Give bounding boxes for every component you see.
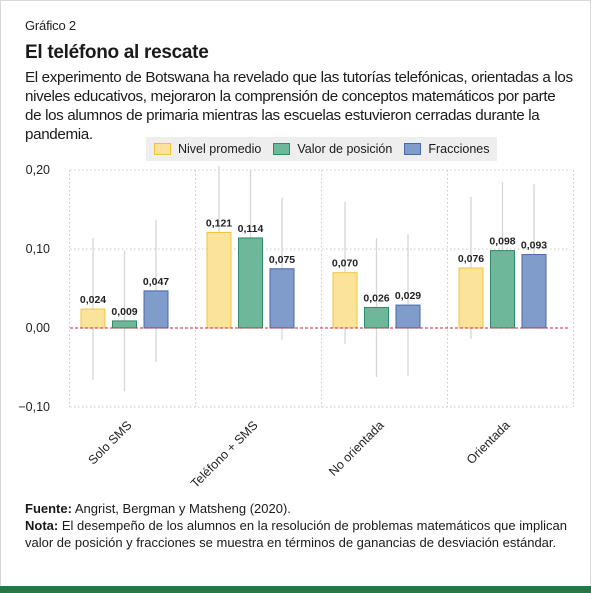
note-label: Nota: — [25, 518, 59, 533]
legend-item-valor-de-posicion: Valor de posición — [273, 142, 392, 156]
data-label: 0,114 — [238, 223, 264, 235]
data-label: 0,029 — [395, 290, 421, 302]
data-label: 0,047 — [143, 276, 169, 288]
y-tick-label: 0,00 — [26, 321, 50, 335]
chart-subtitle: El experimento de Botswana ha revelado q… — [25, 69, 573, 143]
legend: Nivel promedio Valor de posición Fraccio… — [146, 137, 498, 161]
data-label: 0,026 — [363, 292, 389, 304]
bar — [206, 231, 232, 329]
data-label: 0,009 — [111, 306, 137, 318]
legend-item-fracciones: Fracciones — [404, 142, 489, 156]
bar — [332, 272, 358, 329]
data-label: 0,098 — [489, 236, 515, 248]
figure-label: Gráfico 2 — [25, 18, 76, 33]
source-text: Angrist, Bergman y Matsheng (2020). — [71, 501, 291, 516]
legend-swatch-fracciones — [404, 143, 422, 155]
y-tick-label: −0,10 — [18, 400, 50, 414]
y-tick-label: 0,20 — [26, 163, 50, 177]
legend-label-valor-de-posicion: Valor de posición — [297, 142, 393, 156]
bar — [521, 254, 547, 329]
legend-swatch-valor-de-posicion — [273, 143, 291, 155]
note-text: El desempeño de los alumnos en la resolu… — [25, 518, 567, 550]
bar — [395, 304, 421, 329]
legend-label-nivel-promedio: Nivel promedio — [178, 142, 262, 156]
bars — [80, 231, 547, 329]
bar — [112, 320, 137, 329]
x-tick-label: Solo SMS — [85, 418, 134, 467]
data-labels: 0,024 0,121 0,070 0,076 0,009 0,114 0,026 0,098… — [80, 217, 547, 317]
bar — [490, 250, 515, 329]
data-label: 0,070 — [332, 258, 358, 270]
brand-bottom-bar — [0, 586, 591, 593]
bar — [80, 308, 106, 329]
bar — [238, 237, 263, 329]
data-label: 0,075 — [269, 254, 295, 266]
legend-item-nivel-promedio: Nivel promedio — [154, 142, 261, 156]
bar — [269, 268, 295, 329]
data-label: 0,024 — [80, 294, 106, 306]
chart-title: El teléfono al rescate — [25, 42, 209, 63]
bar — [143, 290, 169, 329]
source-label: Fuente: — [25, 501, 72, 516]
legend-label-fracciones: Fracciones — [428, 142, 490, 156]
note-line: Nota: El desempeño de los alumnos en la … — [25, 517, 570, 551]
data-label: 0,093 — [521, 240, 547, 252]
data-label: 0,076 — [458, 253, 484, 265]
y-tick-label: 0,10 — [26, 242, 50, 256]
grid-lines — [69, 169, 574, 408]
source-line: Fuente: Angrist, Bergman y Matsheng (202… — [25, 500, 570, 517]
data-label: 0,121 — [206, 217, 232, 229]
x-tick-label: Teléfono + SMS — [188, 418, 261, 491]
bar — [458, 267, 484, 329]
legend-swatch-nivel-promedio — [154, 143, 171, 155]
footer: Fuente: Angrist, Bergman y Matsheng (202… — [25, 500, 570, 551]
bar — [364, 306, 389, 329]
x-tick-label: No orientada — [326, 418, 387, 479]
bar-chart: 0,024 0,121 0,070 0,076 0,009 0,114 0,026 0,098… — [18, 163, 574, 491]
x-tick-label: Orientada — [464, 418, 513, 467]
